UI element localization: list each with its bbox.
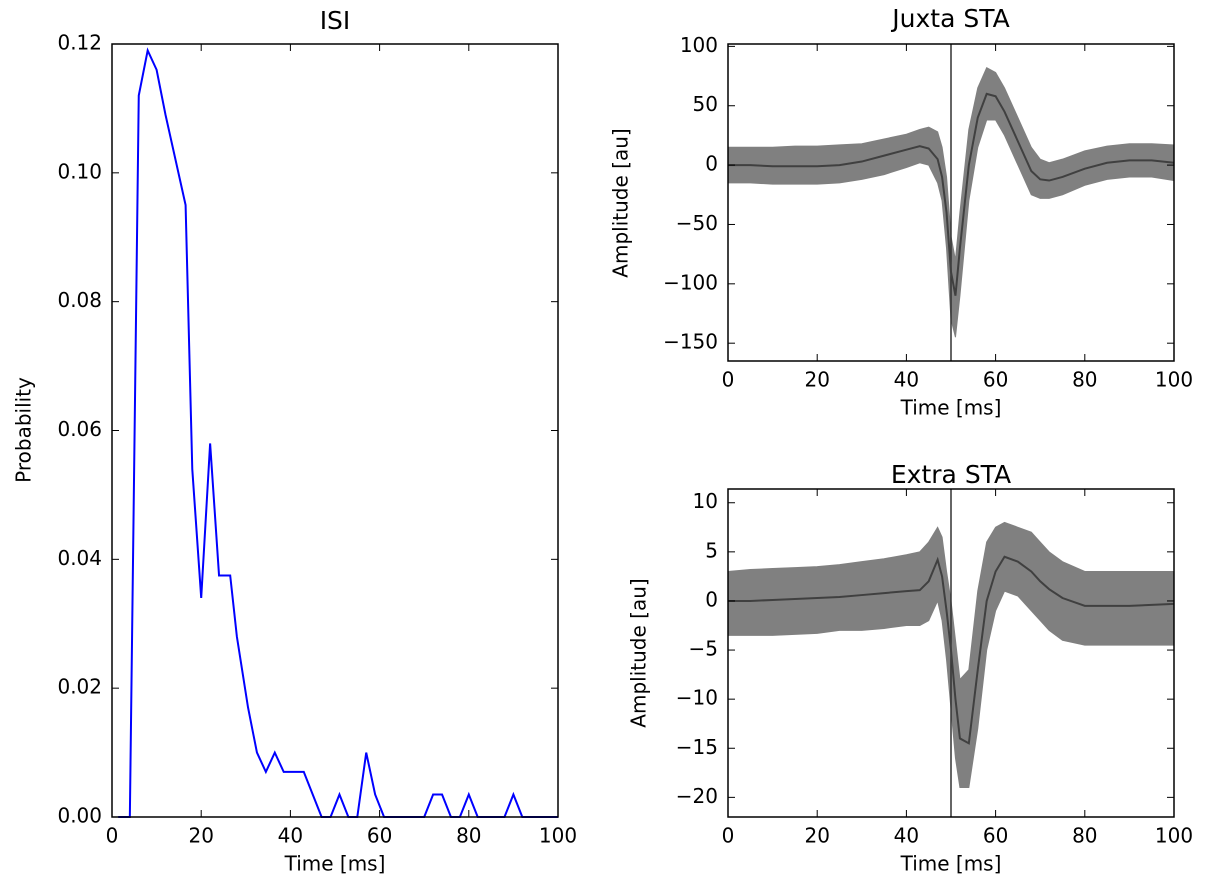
x-tick-label: 60: [983, 824, 1008, 848]
y-tick-label: −15: [676, 735, 718, 759]
x-tick-label: 100: [1155, 368, 1193, 392]
y-tick-label: 0.00: [57, 804, 102, 828]
x-tick-label: 20: [804, 824, 829, 848]
x-tick-label: 80: [1072, 824, 1097, 848]
y-tick-label: 0.02: [57, 675, 102, 699]
axes-frame: [727, 43, 1175, 362]
chart-title: ISI: [320, 6, 351, 35]
y-tick-label: 0.10: [57, 159, 102, 183]
x-tick-label: 40: [894, 368, 919, 392]
chart-title: Juxta STA: [890, 4, 1009, 33]
x-tick-label: 100: [539, 824, 577, 848]
x-tick-label: 0: [722, 368, 735, 392]
line: [728, 92, 1175, 296]
x-tick-label: 100: [1155, 824, 1193, 848]
y-tick-label: 50: [693, 92, 718, 116]
y-tick-label: 100: [680, 33, 718, 57]
x-tick-label: 20: [804, 368, 829, 392]
x-tick-label: 80: [1072, 368, 1097, 392]
x-tick-label: 0: [106, 824, 119, 848]
y-tick-label: 0: [705, 587, 718, 611]
y-tick-label: 0.06: [57, 417, 102, 441]
x-axis-label: Time [ms]: [900, 852, 1002, 876]
y-tick-label: −10: [676, 686, 718, 710]
y-tick-label: −150: [663, 330, 718, 354]
x-tick-label: 60: [367, 824, 392, 848]
y-tick-label: 0: [705, 152, 718, 176]
y-axis-label: Amplitude [au]: [609, 128, 633, 277]
y-tick-label: 0.12: [57, 31, 102, 55]
y-tick-label: −20: [676, 784, 718, 808]
y-tick-label: 10: [693, 489, 718, 513]
line: [118, 47, 558, 818]
x-axis-label: Time [ms]: [900, 396, 1002, 420]
x-tick-label: 40: [278, 824, 303, 848]
y-tick-label: −100: [663, 270, 718, 294]
y-axis-label: Amplitude [au]: [627, 578, 651, 727]
y-tick-label: 0.08: [57, 288, 102, 312]
x-tick-label: 80: [456, 824, 481, 848]
line: [728, 555, 1175, 745]
x-axis-label: Time [ms]: [284, 852, 386, 876]
x-tick-label: 0: [722, 824, 735, 848]
y-tick-label: −5: [689, 637, 718, 661]
y-tick-label: 5: [705, 538, 718, 562]
axes-frame: [111, 43, 559, 818]
x-tick-label: 40: [894, 824, 919, 848]
x-tick-label: 20: [188, 824, 213, 848]
x-tick-label: 60: [983, 368, 1008, 392]
y-axis-label: Probability: [12, 377, 36, 483]
chart-title: Extra STA: [891, 460, 1011, 489]
y-tick-label: 0.04: [57, 546, 102, 570]
y-tick-label: −50: [676, 211, 718, 235]
axes-frame: [727, 488, 1175, 818]
